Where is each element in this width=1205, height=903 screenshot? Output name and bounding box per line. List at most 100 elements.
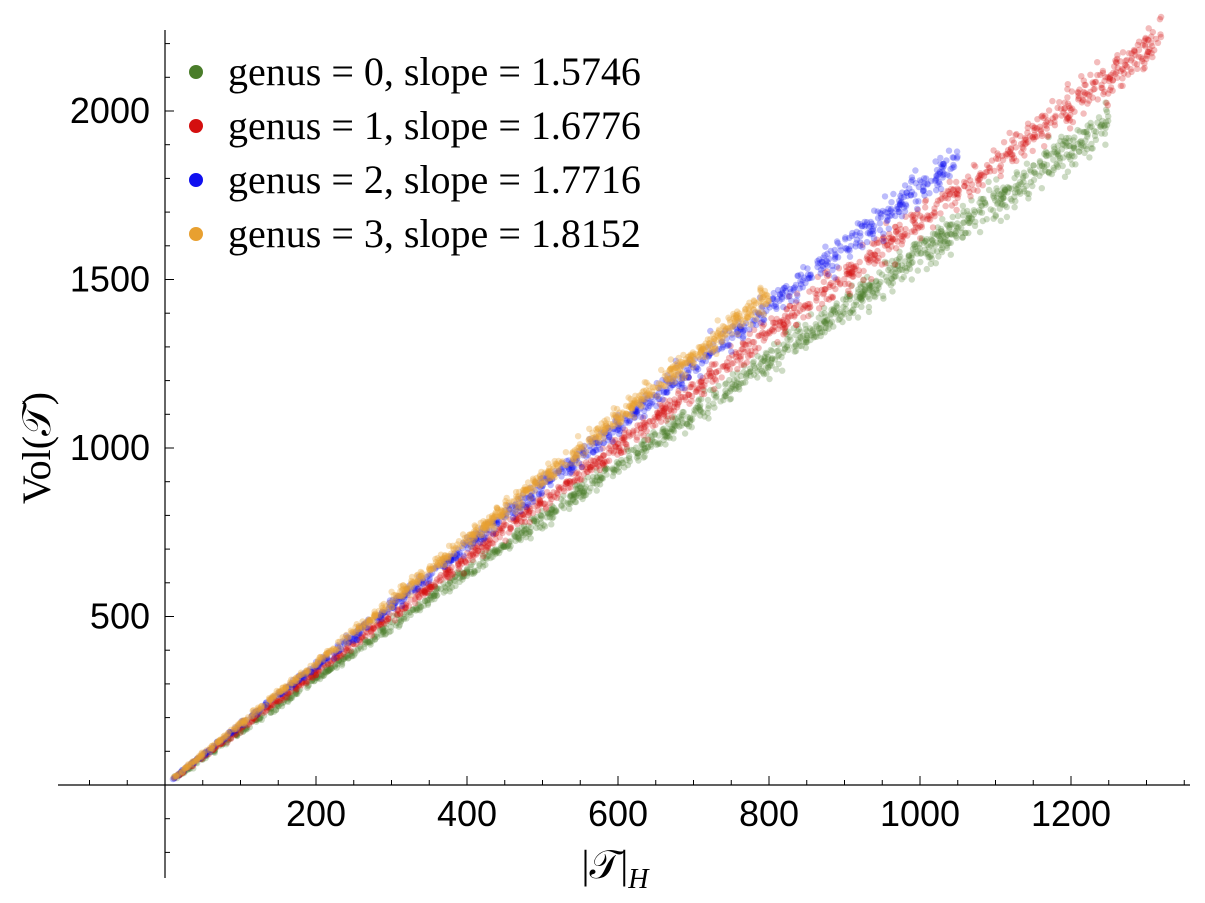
data-point xyxy=(1070,143,1077,150)
data-point xyxy=(380,630,387,638)
data-point xyxy=(1022,136,1030,143)
data-point xyxy=(1083,146,1091,153)
data-point xyxy=(203,751,210,758)
data-point xyxy=(538,513,545,520)
data-point xyxy=(566,505,573,513)
data-point xyxy=(832,285,839,293)
data-point xyxy=(646,399,654,407)
data-point xyxy=(525,508,533,515)
data-point xyxy=(518,500,526,507)
data-point xyxy=(596,477,603,484)
y-axis-title: Vol(𝒯) xyxy=(14,392,59,504)
data-point xyxy=(698,396,705,403)
data-point xyxy=(340,655,347,662)
data-point xyxy=(658,402,665,409)
data-point xyxy=(844,270,851,277)
data-point xyxy=(821,313,829,321)
data-point xyxy=(441,583,448,591)
data-point xyxy=(333,654,340,661)
data-point xyxy=(1119,82,1126,90)
data-point xyxy=(960,219,968,226)
data-point xyxy=(481,540,488,547)
data-point xyxy=(669,365,676,372)
data-point xyxy=(886,234,893,242)
data-point xyxy=(654,413,661,421)
legend-label-2: genus = 2, slope = 1.7716 xyxy=(228,157,641,202)
data-point xyxy=(1068,88,1076,95)
data-point xyxy=(336,657,343,664)
data-point xyxy=(1051,145,1058,153)
data-point xyxy=(470,558,477,566)
data-point xyxy=(470,570,477,577)
data-point xyxy=(644,444,651,451)
data-point xyxy=(435,585,442,592)
data-point xyxy=(645,433,652,440)
data-point xyxy=(375,619,382,627)
data-point xyxy=(595,462,603,470)
data-point xyxy=(938,246,945,253)
data-point xyxy=(337,652,345,660)
data-point xyxy=(784,342,791,349)
data-point xyxy=(445,542,453,549)
data-point xyxy=(670,413,678,421)
data-point xyxy=(378,631,385,639)
data-point xyxy=(898,262,906,269)
data-point xyxy=(386,628,393,636)
data-point xyxy=(853,293,860,300)
data-point xyxy=(662,427,669,434)
data-point xyxy=(796,301,803,309)
data-point xyxy=(335,657,342,665)
data-point xyxy=(915,198,922,205)
data-point xyxy=(703,372,711,379)
data-point xyxy=(319,664,326,671)
data-point xyxy=(240,717,247,724)
data-point xyxy=(596,466,604,473)
data-point xyxy=(977,171,984,179)
data-point xyxy=(199,752,206,760)
data-point xyxy=(897,253,904,260)
data-point xyxy=(326,666,333,673)
data-point xyxy=(985,178,992,185)
data-point xyxy=(455,569,462,577)
data-point xyxy=(599,460,607,467)
data-point xyxy=(455,560,462,567)
data-point xyxy=(339,634,346,641)
data-point xyxy=(307,673,314,680)
data-point xyxy=(750,358,757,365)
data-point xyxy=(286,689,294,697)
data-point xyxy=(267,700,274,707)
data-point xyxy=(1054,148,1062,155)
data-point xyxy=(894,227,901,234)
data-point xyxy=(775,347,782,354)
data-point xyxy=(999,156,1007,164)
data-point xyxy=(815,325,823,333)
data-point xyxy=(547,493,554,501)
data-point xyxy=(887,270,894,277)
data-point xyxy=(906,256,913,263)
data-point xyxy=(747,321,754,328)
data-point xyxy=(579,464,586,471)
data-point xyxy=(655,439,662,446)
data-point xyxy=(708,361,716,368)
data-point xyxy=(578,476,585,483)
data-point xyxy=(213,742,220,750)
data-point xyxy=(792,281,800,289)
data-point xyxy=(263,699,270,706)
data-point xyxy=(800,338,808,346)
data-point xyxy=(848,268,856,275)
data-point xyxy=(455,538,463,545)
data-point xyxy=(995,152,1002,159)
data-point xyxy=(568,478,576,485)
data-point xyxy=(906,265,914,273)
data-point xyxy=(779,316,787,324)
data-point xyxy=(456,549,463,556)
data-point xyxy=(598,429,605,436)
data-point xyxy=(227,731,234,738)
data-point xyxy=(369,626,376,633)
data-point xyxy=(1072,161,1079,168)
data-point xyxy=(812,290,819,297)
data-point xyxy=(1065,114,1072,122)
data-point xyxy=(256,715,263,722)
data-point xyxy=(705,370,713,377)
data-point xyxy=(582,491,590,498)
